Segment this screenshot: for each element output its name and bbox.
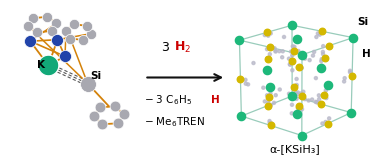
Point xyxy=(34,31,40,34)
Text: α-[KSiH₃]: α-[KSiH₃] xyxy=(270,144,320,154)
Point xyxy=(67,37,73,40)
Point xyxy=(45,64,51,67)
Point xyxy=(25,25,31,27)
Point xyxy=(30,17,36,19)
Text: Si: Si xyxy=(90,71,102,81)
Point xyxy=(62,55,68,58)
Point xyxy=(63,29,69,32)
Point xyxy=(44,16,50,18)
Point xyxy=(91,115,97,117)
Text: $-$ 3 C$_6$H$_5$: $-$ 3 C$_6$H$_5$ xyxy=(144,93,192,107)
Point xyxy=(121,113,127,116)
Point xyxy=(99,123,105,125)
Point xyxy=(88,32,94,35)
Text: K: K xyxy=(37,60,45,70)
Text: 3: 3 xyxy=(163,41,174,54)
Point xyxy=(84,24,90,27)
Point xyxy=(80,39,86,41)
Point xyxy=(112,105,118,108)
Point xyxy=(48,30,54,32)
Point xyxy=(54,38,60,41)
Point xyxy=(71,23,77,26)
Text: $-$ Me$_6$TREN: $-$ Me$_6$TREN xyxy=(144,115,206,129)
Text: H: H xyxy=(211,95,219,105)
Text: H$_2$: H$_2$ xyxy=(174,40,192,55)
Point xyxy=(115,122,121,125)
Point xyxy=(85,82,91,85)
Point xyxy=(97,106,103,108)
Point xyxy=(53,22,59,24)
Point xyxy=(27,40,33,42)
